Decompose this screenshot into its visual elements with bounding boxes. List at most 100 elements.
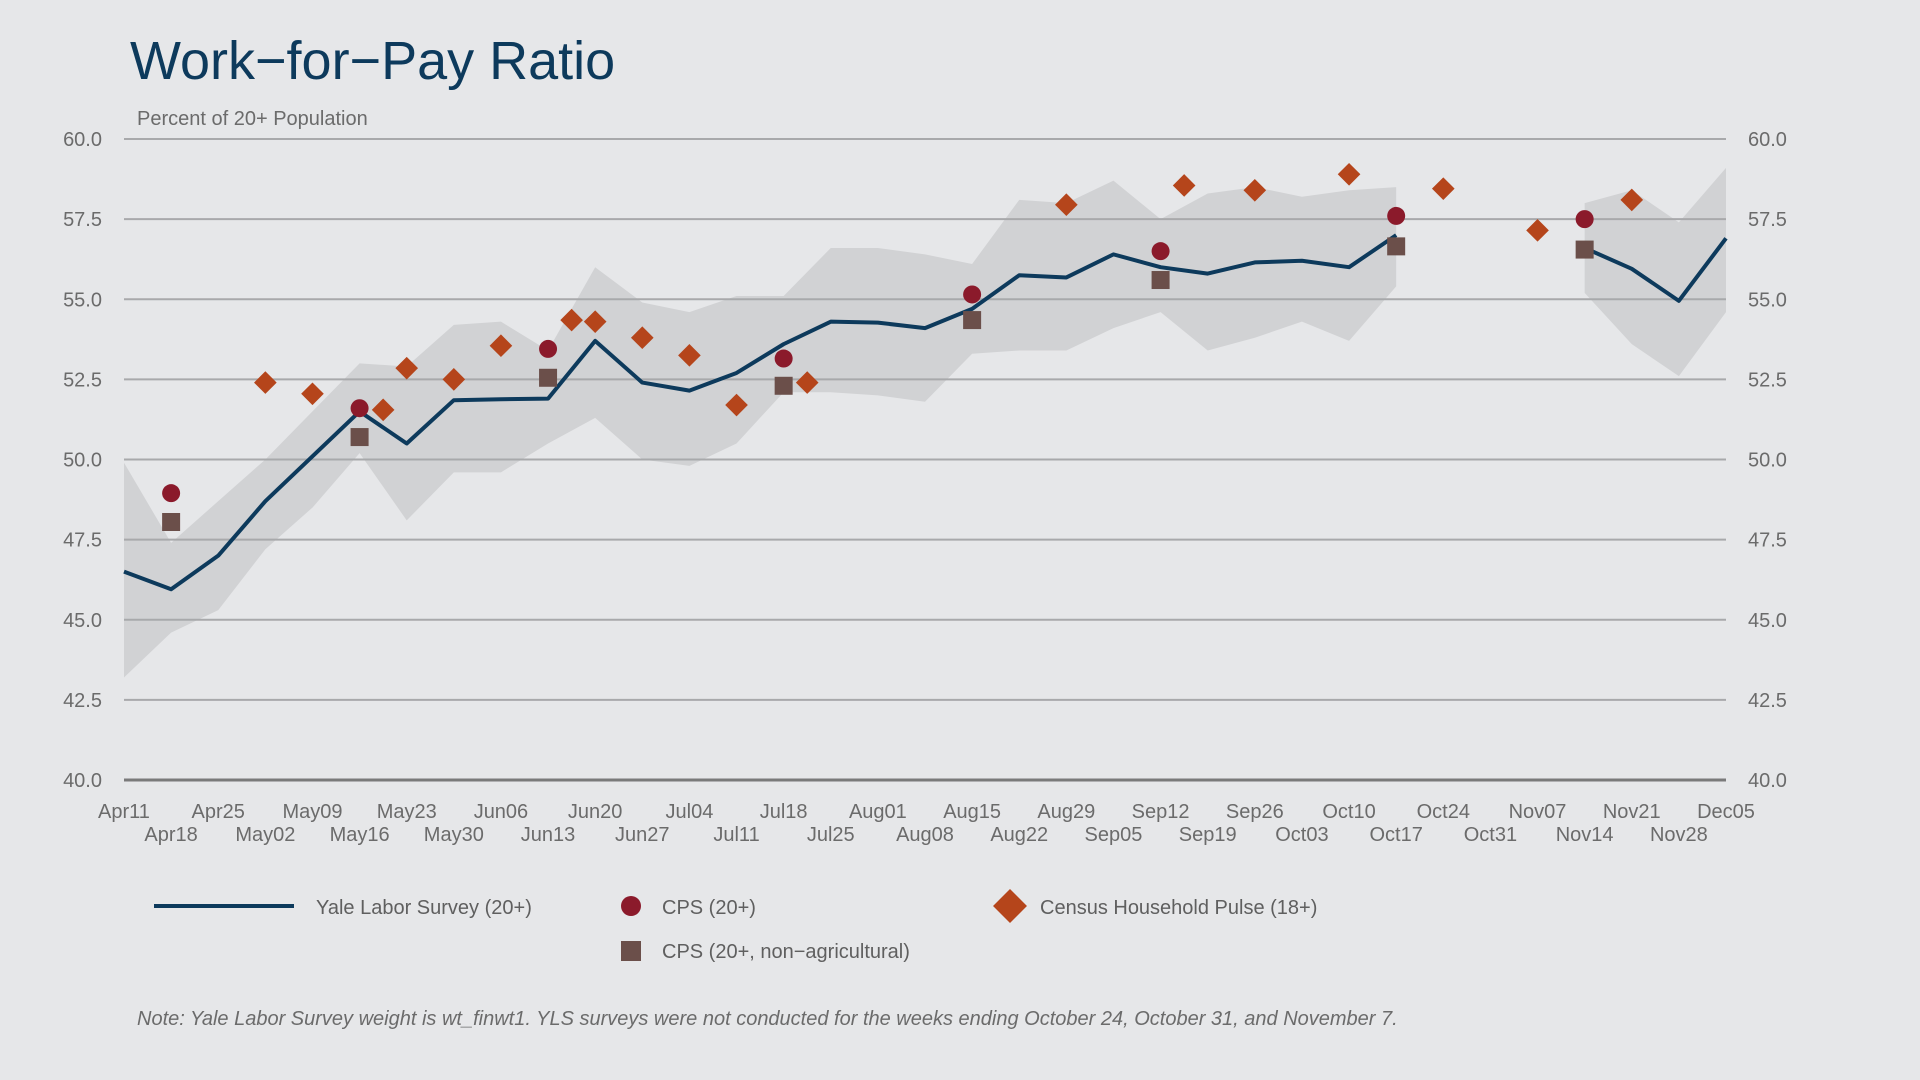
pulse-point-6 bbox=[560, 308, 583, 332]
cps-nonag-point-3 bbox=[774, 376, 793, 395]
y-tick-left-45.0: 45.0 bbox=[63, 610, 102, 632]
cps-nonag-point-2 bbox=[539, 368, 558, 387]
x-tick-Oct31: Oct31 bbox=[1464, 824, 1517, 846]
pulse-point-1 bbox=[301, 382, 324, 406]
cps-nonag-point-7 bbox=[1575, 240, 1594, 259]
x-tick-Apr11: Apr11 bbox=[98, 801, 150, 823]
point-layer bbox=[162, 162, 1644, 531]
cps-point-1 bbox=[350, 399, 369, 418]
pulse-point-3 bbox=[395, 356, 419, 380]
cps-point-2 bbox=[539, 339, 558, 358]
x-tick-Nov14: Nov14 bbox=[1556, 824, 1614, 846]
cps-nonag-point-6 bbox=[1387, 237, 1406, 256]
x-tick-Jul18: Jul18 bbox=[760, 801, 808, 823]
pulse-point-0 bbox=[254, 371, 277, 394]
pulse-point-9 bbox=[678, 344, 701, 367]
x-tick-Sep05: Sep05 bbox=[1085, 824, 1143, 846]
legend-label-pulse: Census Household Pulse (18+) bbox=[1040, 897, 1317, 919]
x-tick-Oct03: Oct03 bbox=[1275, 824, 1328, 846]
confidence-band-1 bbox=[1584, 167, 1726, 377]
x-tick-Dec05: Dec05 bbox=[1697, 801, 1755, 823]
x-tick-Sep19: Sep19 bbox=[1179, 824, 1237, 846]
x-tick-May09: May09 bbox=[282, 801, 342, 823]
pulse-point-7 bbox=[583, 310, 607, 333]
legend-label-cps: CPS (20+) bbox=[662, 897, 756, 919]
cps-point-7 bbox=[1575, 210, 1594, 229]
y-tick-right-42.5: 42.5 bbox=[1748, 690, 1787, 712]
line-layer bbox=[123, 233, 1728, 592]
chart-title: Work−for−Pay Ratio bbox=[130, 31, 616, 91]
y-tick-left-47.5: 47.5 bbox=[63, 530, 102, 552]
pulse-point-2 bbox=[371, 398, 395, 422]
pulse-point-17 bbox=[1526, 219, 1549, 242]
legend-square-swatch bbox=[621, 941, 641, 961]
cps-point-0 bbox=[162, 484, 181, 503]
x-tick-May02: May02 bbox=[235, 824, 295, 846]
x-tick-Nov28: Nov28 bbox=[1650, 824, 1708, 846]
legend-diamond-swatch bbox=[993, 889, 1027, 923]
legend-circle-swatch bbox=[621, 896, 641, 916]
x-tick-Jun06: Jun06 bbox=[474, 801, 529, 823]
y-tick-right-57.5: 57.5 bbox=[1748, 209, 1787, 231]
x-tick-Nov07: Nov07 bbox=[1509, 801, 1567, 823]
x-tick-Jul04: Jul04 bbox=[666, 801, 714, 823]
cps-point-3 bbox=[774, 349, 793, 368]
cps-nonag-point-5 bbox=[1151, 271, 1170, 290]
grid-layer bbox=[124, 138, 1726, 782]
y-tick-left-60.0: 60.0 bbox=[63, 129, 102, 151]
series-line-yale-1 bbox=[1583, 237, 1728, 303]
y-tick-right-50.0: 50.0 bbox=[1748, 450, 1787, 472]
y-tick-left-40.0: 40.0 bbox=[63, 770, 102, 792]
pulse-point-4 bbox=[442, 368, 466, 391]
y-tick-left-42.5: 42.5 bbox=[63, 690, 102, 712]
x-tick-Oct10: Oct10 bbox=[1322, 801, 1375, 823]
x-tick-May23: May23 bbox=[377, 801, 437, 823]
y-tick-left-52.5: 52.5 bbox=[63, 369, 102, 391]
y-tick-left-57.5: 57.5 bbox=[63, 209, 102, 231]
cps-nonag-point-1 bbox=[350, 428, 369, 447]
cps-point-5 bbox=[1151, 242, 1170, 261]
x-tick-Apr25: Apr25 bbox=[192, 801, 245, 823]
x-tick-Oct17: Oct17 bbox=[1369, 824, 1422, 846]
x-tick-Jul11: Jul11 bbox=[713, 824, 759, 846]
pulse-point-16 bbox=[1431, 177, 1455, 200]
series-line-yale-0 bbox=[123, 233, 1398, 592]
chart-subtitle: Percent of 20+ Population bbox=[137, 108, 368, 130]
y-tick-right-60.0: 60.0 bbox=[1748, 129, 1787, 151]
confidence-band-layer bbox=[124, 167, 1726, 678]
pulse-point-15 bbox=[1337, 162, 1361, 186]
x-tick-Sep26: Sep26 bbox=[1226, 801, 1284, 823]
confidence-band-0 bbox=[124, 180, 1397, 678]
y-tick-right-52.5: 52.5 bbox=[1748, 369, 1787, 391]
pulse-point-8 bbox=[630, 326, 654, 350]
x-tick-Jun13: Jun13 bbox=[521, 824, 576, 846]
pulse-point-5 bbox=[489, 334, 513, 358]
axis-layer: 40.0 40.0 42.5 42.5 45.0 45.0 47.5 47.5 50.0 50.0… bbox=[63, 129, 1787, 846]
y-tick-right-40.0: 40.0 bbox=[1748, 770, 1787, 792]
x-tick-Aug29: Aug29 bbox=[1037, 801, 1095, 823]
footnote: Note: Yale Labor Survey weight is wt_fin… bbox=[137, 1008, 1398, 1030]
cps-nonag-point-0 bbox=[162, 512, 181, 531]
x-tick-Jun20: Jun20 bbox=[568, 801, 623, 823]
pulse-point-11 bbox=[795, 371, 819, 394]
y-tick-right-55.0: 55.0 bbox=[1748, 289, 1787, 311]
legend: Yale Labor Survey (20+) CPS (20+) Census… bbox=[154, 889, 1317, 963]
x-tick-May16: May16 bbox=[330, 824, 390, 846]
x-tick-Aug08: Aug08 bbox=[896, 824, 954, 846]
y-tick-right-47.5: 47.5 bbox=[1748, 530, 1787, 552]
x-tick-Aug15: Aug15 bbox=[943, 801, 1001, 823]
x-tick-Nov21: Nov21 bbox=[1603, 801, 1661, 823]
cps-point-4 bbox=[963, 285, 982, 304]
y-tick-left-55.0: 55.0 bbox=[63, 289, 102, 311]
pulse-point-13 bbox=[1172, 174, 1196, 197]
x-tick-Aug01: Aug01 bbox=[849, 801, 907, 823]
cps-point-6 bbox=[1387, 206, 1406, 225]
legend-label-cps-nonag: CPS (20+, non−agricultural) bbox=[662, 941, 910, 963]
y-tick-left-50.0: 50.0 bbox=[63, 450, 102, 472]
x-tick-Apr18: Apr18 bbox=[144, 824, 197, 846]
x-tick-Sep12: Sep12 bbox=[1132, 801, 1190, 823]
legend-label-yale: Yale Labor Survey (20+) bbox=[316, 897, 532, 919]
x-tick-Aug22: Aug22 bbox=[990, 824, 1048, 846]
x-tick-Jul25: Jul25 bbox=[807, 824, 855, 846]
